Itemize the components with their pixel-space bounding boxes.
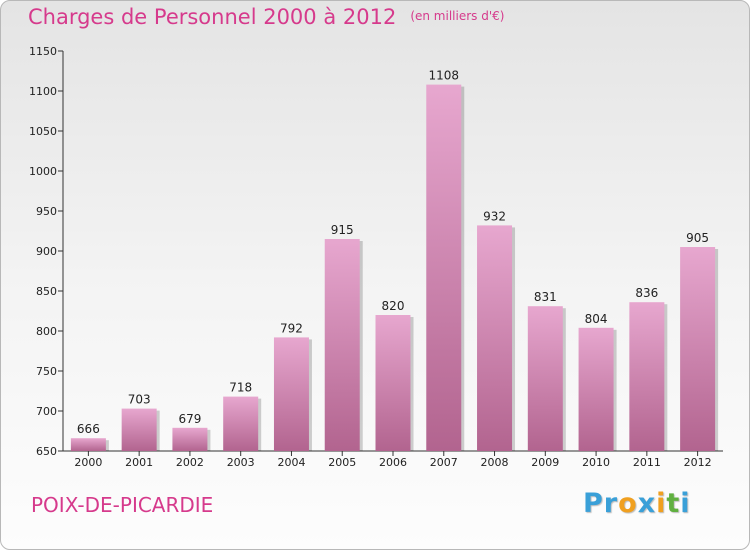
x-tick-label: 2001 [125, 456, 153, 469]
data-label: 915 [331, 223, 354, 237]
bar-2001 [121, 408, 157, 451]
logo-letter: t [666, 488, 681, 519]
logo-letter: o [618, 488, 638, 519]
logo-letter: P [583, 488, 604, 519]
x-tick-label: 2009 [531, 456, 559, 469]
data-label: 804 [585, 312, 608, 326]
y-tick-label: 900 [36, 245, 57, 258]
data-label: 666 [77, 422, 100, 436]
bar-2012 [680, 247, 716, 451]
y-tick-label: 700 [36, 405, 57, 418]
data-label: 679 [178, 412, 201, 426]
data-label: 831 [534, 290, 557, 304]
data-label: 718 [229, 381, 252, 395]
x-tick-label: 2005 [328, 456, 356, 469]
bar-2000 [70, 438, 106, 451]
y-tick-label: 750 [36, 365, 57, 378]
bar-2011 [629, 302, 665, 451]
bar-2003 [223, 396, 259, 451]
bar-2010 [578, 327, 614, 451]
bar-2008 [477, 225, 513, 451]
data-label: 703 [128, 393, 151, 407]
logo-letter: r [603, 488, 619, 519]
place-name: POIX-DE-PICARDIE [31, 493, 214, 517]
bar-2007 [426, 84, 462, 451]
title-unit: (en milliers d'€) [410, 9, 505, 23]
title-text: Charges de Personnel 2000 à 2012 [28, 5, 397, 29]
data-label: 792 [280, 321, 303, 335]
y-tick-label: 950 [36, 205, 57, 218]
x-tick-label: 2003 [227, 456, 255, 469]
bar-2005 [324, 239, 360, 451]
y-tick-label: 1000 [29, 165, 57, 178]
bar-2002 [172, 427, 208, 451]
x-tick-label: 2008 [481, 456, 509, 469]
data-label: 905 [686, 231, 709, 245]
x-tick-label: 2000 [74, 456, 102, 469]
x-tick-label: 2007 [430, 456, 458, 469]
proxiti-logo: Proxiti [583, 488, 691, 519]
logo-letter: x [637, 488, 657, 519]
y-tick-label: 800 [36, 325, 57, 338]
x-tick-label: 2011 [633, 456, 661, 469]
bar-2009 [527, 306, 563, 451]
y-tick-label: 650 [36, 445, 57, 458]
data-label: 820 [382, 299, 405, 313]
bar-2006 [375, 315, 411, 451]
x-tick-label: 2006 [379, 456, 407, 469]
x-tick-label: 2004 [277, 456, 305, 469]
logo-letter: i [656, 488, 667, 519]
y-tick-label: 850 [36, 285, 57, 298]
y-tick-label: 1100 [29, 85, 57, 98]
data-label: 1108 [428, 69, 459, 83]
bar-2004 [273, 337, 309, 451]
logo-letter: i [680, 488, 691, 519]
data-label: 932 [483, 209, 506, 223]
y-tick-label: 1150 [29, 45, 57, 58]
x-tick-label: 2012 [684, 456, 712, 469]
data-label: 836 [635, 286, 658, 300]
x-tick-label: 2002 [176, 456, 204, 469]
chart-title: Charges de Personnel 2000 à 2012 (en mill… [28, 5, 504, 29]
y-tick-label: 1050 [29, 125, 57, 138]
x-tick-label: 2010 [582, 456, 610, 469]
